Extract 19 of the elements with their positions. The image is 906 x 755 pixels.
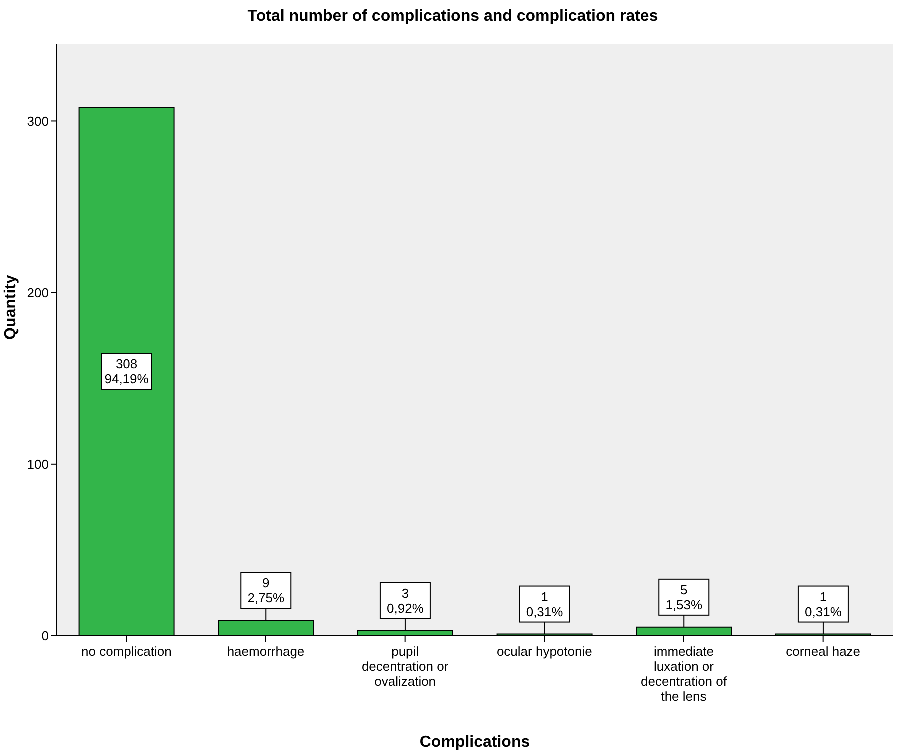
data-label: 1 0,31% <box>526 589 564 620</box>
x-tick-label: no complication <box>82 644 172 659</box>
y-tick-label: 0 <box>42 628 49 644</box>
x-tick-label: pupil decentration or ovalization <box>362 644 450 689</box>
chart-title: Total number of complications and complication rates <box>246 8 660 26</box>
y-tick-label: 300 <box>27 114 49 129</box>
data-label: 308 94,19% <box>104 356 150 387</box>
data-label: 5 1,53% <box>666 582 703 612</box>
data-label: 1 0,31% <box>805 589 842 620</box>
data-label: 9 2,75% <box>248 576 285 606</box>
y-tick-label: 200 <box>27 285 49 300</box>
data-label: 3 0,92% <box>387 586 424 616</box>
y-tick-label: 100 <box>27 457 49 472</box>
x-axis-title: Complications <box>420 734 530 751</box>
x-tick-label: ocular hypotonie <box>496 644 592 659</box>
x-tick-label: corneal haze <box>786 644 861 659</box>
x-tick-label: haemorrhage <box>227 644 305 659</box>
y-axis-title: Quantity <box>2 275 20 340</box>
x-tick-label: immediate luxation or decentration of the lens <box>640 644 728 704</box>
